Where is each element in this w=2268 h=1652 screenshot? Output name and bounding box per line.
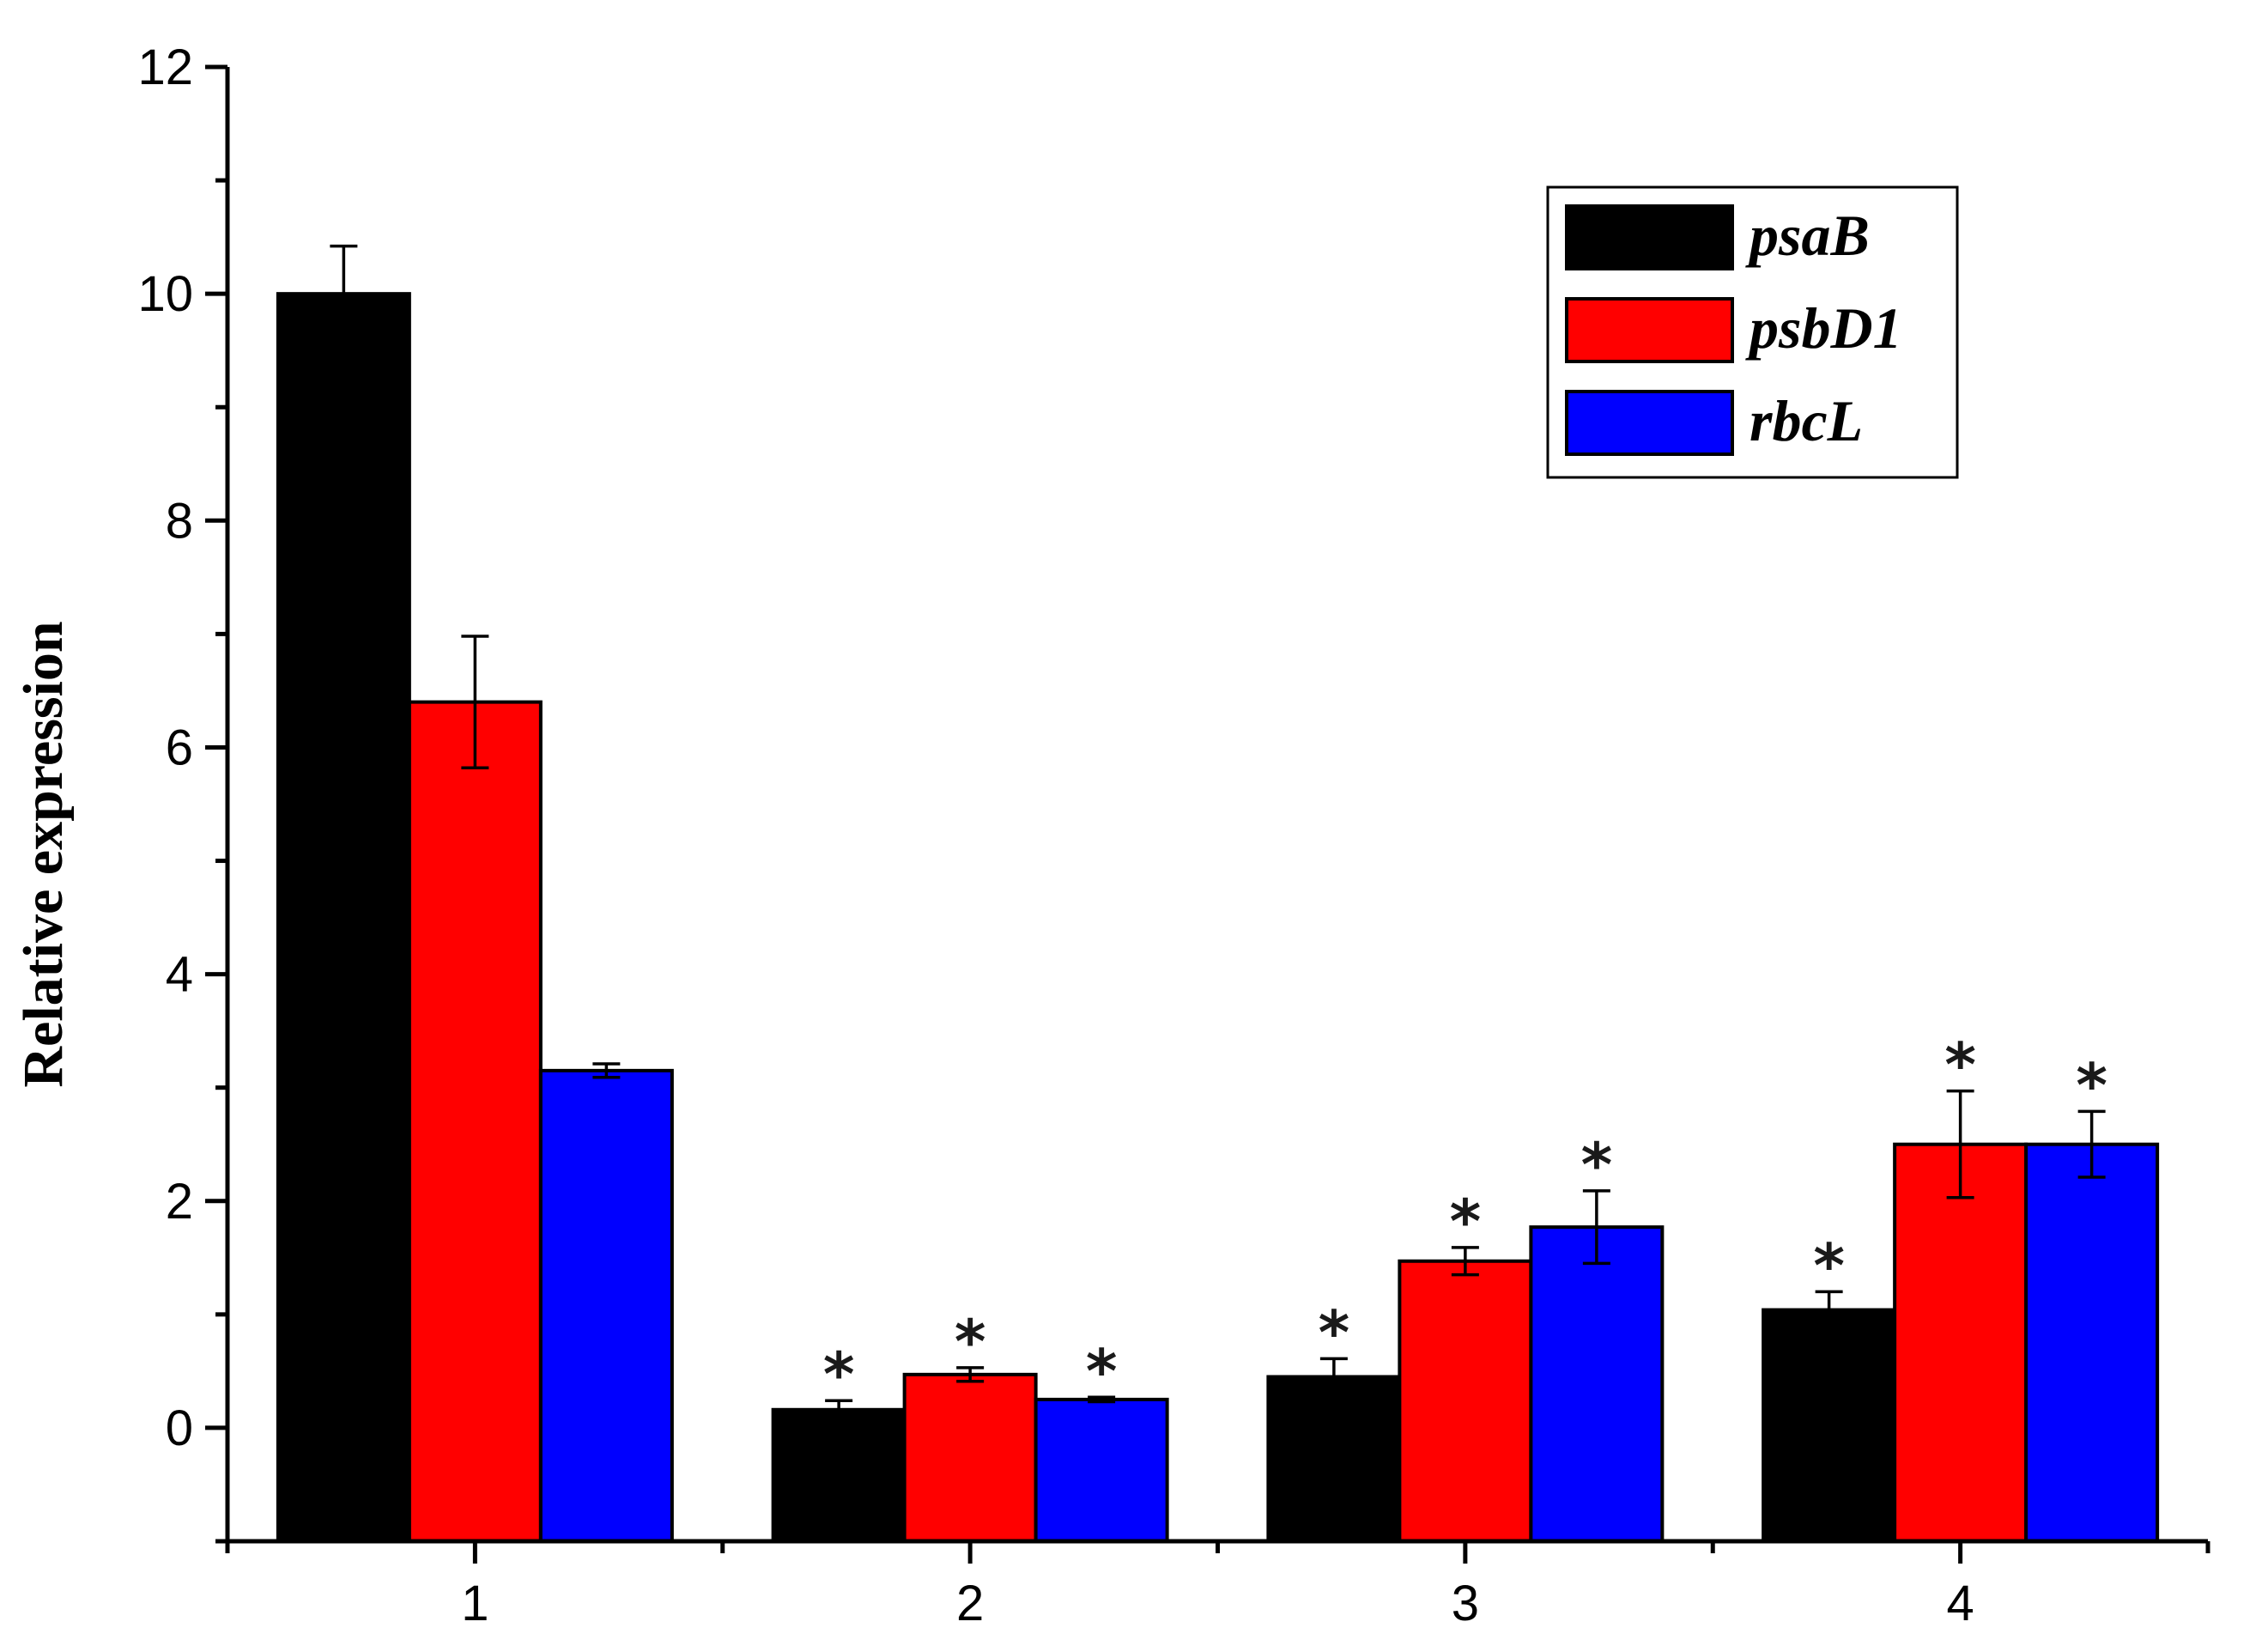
y-tick-label: 0 xyxy=(166,1400,193,1456)
legend-label-psaB: psaB xyxy=(1745,203,1870,268)
legend-label-psbD1: psbD1 xyxy=(1745,295,1902,361)
bar-rbcL-4 xyxy=(2024,1142,2160,1543)
error-bar-psaB-3 xyxy=(1319,1357,1348,1397)
y-tick-label: 10 xyxy=(137,266,193,322)
x-tick-label: 2 xyxy=(956,1576,984,1631)
bar-psbD1-4 xyxy=(1893,1142,2028,1543)
bar-psaB-3 xyxy=(1266,1375,1402,1543)
bar-rbcL-3 xyxy=(1529,1225,1665,1544)
y-tick-label: 4 xyxy=(166,947,193,1003)
bar-psaB-1 xyxy=(276,292,411,1544)
legend-label-rbcL: rbcL xyxy=(1750,388,1863,453)
error-bar-rbcL-4 xyxy=(2077,1109,2106,1179)
error-bar-rbcL-3 xyxy=(1582,1189,1610,1266)
error-bar-rbcL-1 xyxy=(592,1062,621,1079)
x-tick-label: 3 xyxy=(1452,1576,1479,1631)
y-axis-title: Relative expression xyxy=(12,621,75,1087)
y-tick-label: 8 xyxy=(166,493,193,549)
bar-psbD1-2 xyxy=(902,1372,1038,1543)
significance-star-psbD1-2: * xyxy=(955,1307,986,1377)
legend-swatch-psbD1 xyxy=(1565,297,1734,363)
significance-star-psaB-3: * xyxy=(1319,1297,1350,1368)
legend-swatch-rbcL xyxy=(1565,390,1734,456)
error-bar-psaB-4 xyxy=(1815,1290,1843,1330)
x-tick-label: 1 xyxy=(461,1576,488,1631)
error-bar-psaB-1 xyxy=(330,244,358,343)
error-bar-psbD1-4 xyxy=(1946,1089,1974,1200)
x-tick-label: 4 xyxy=(1946,1576,1974,1631)
significance-star-psaB-4: * xyxy=(1813,1230,1845,1301)
error-bar-psaB-2 xyxy=(825,1399,853,1421)
significance-star-rbcL-4: * xyxy=(2076,1050,2107,1121)
significance-star-psaB-2: * xyxy=(823,1339,855,1410)
legend: psaB psbD1 rbcL xyxy=(1546,185,1959,479)
bar-rbcL-2 xyxy=(1034,1397,1169,1543)
legend-swatch-psaB xyxy=(1565,204,1734,270)
y-tick-label: 12 xyxy=(137,39,193,95)
bars-layer: * * * * * * * * * xyxy=(276,244,2160,1544)
bar-psaB-4 xyxy=(1762,1308,1897,1544)
bar-psbD1-1 xyxy=(407,700,543,1543)
bar-psbD1-3 xyxy=(1398,1259,1533,1544)
error-bar-psbD1-1 xyxy=(461,635,489,769)
bar-psaB-2 xyxy=(771,1407,907,1543)
error-bar-psbD1-2 xyxy=(956,1366,985,1383)
error-bar-psbD1-3 xyxy=(1451,1246,1479,1277)
y-tick-label: 2 xyxy=(166,1174,193,1230)
bar-rbcL-1 xyxy=(538,1068,674,1543)
significance-star-psbD1-4: * xyxy=(1944,1030,1976,1101)
significance-star-rbcL-2: * xyxy=(1086,1336,1118,1406)
significance-star-psbD1-3: * xyxy=(1450,1187,1482,1257)
error-bar-rbcL-2 xyxy=(1088,1395,1116,1404)
y-tick-label: 6 xyxy=(166,720,193,775)
significance-star-rbcL-3: * xyxy=(1581,1130,1613,1200)
